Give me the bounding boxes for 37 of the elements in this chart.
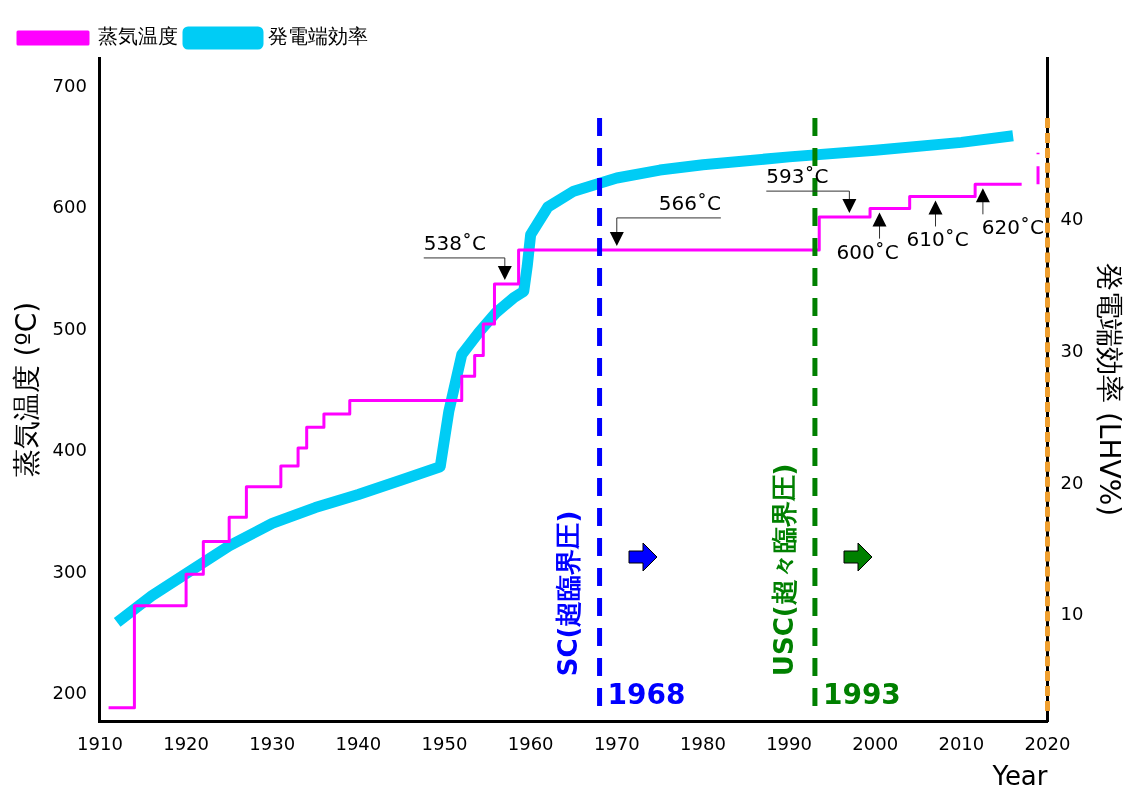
annotation: 593˚C [766, 164, 829, 189]
x-tick-label: 1980 [680, 732, 726, 754]
y2-tick-label: 30 [1060, 339, 1084, 361]
x-tick-label: 1940 [335, 732, 382, 754]
annotation: 620˚C [981, 215, 1044, 240]
y-axis-title: 蒸気温度 (ºC) [10, 301, 44, 478]
annotation: SC(超臨界圧) [553, 510, 584, 677]
annotation: 610˚C [906, 227, 969, 252]
legend-label: 蒸気温度 [98, 24, 178, 49]
annotation: 600˚C [836, 239, 899, 264]
annotation: 538˚C [423, 230, 486, 255]
y-tick-label: 600 [52, 196, 87, 218]
y2-axis-title: 発電端効率 (LHV%) [1092, 263, 1126, 517]
x-tick-label: 2000 [852, 732, 899, 754]
x-tick-label: 1960 [507, 732, 554, 754]
y-tick-label: 200 [52, 682, 87, 704]
x-tick-label: 1970 [593, 732, 640, 754]
x-tick-label: 2010 [938, 732, 985, 754]
x-tick-label: 1920 [163, 732, 209, 754]
y-tick-label: 300 [52, 560, 87, 582]
y-tick-label: 500 [52, 317, 87, 339]
y-tick-label: 700 [52, 74, 87, 96]
x-tick-label: 1950 [421, 732, 468, 754]
y2-tick-label: 40 [1060, 207, 1084, 229]
x-tick-label: 2020 [1024, 732, 1071, 754]
y2-tick-label: 10 [1060, 603, 1084, 625]
annotation: 566˚C [658, 190, 721, 215]
y2-tick-label: 20 [1060, 471, 1084, 493]
x-tick-label: 1910 [77, 732, 123, 754]
ref-line-label: 1968 [607, 678, 686, 712]
legend-label: 発電端効率 [268, 24, 368, 49]
annotation: USC(超々臨界圧) [768, 463, 799, 677]
ref-line-label: 1993 [822, 678, 901, 712]
y-tick-label: 400 [52, 439, 87, 461]
x-tick-label: 1990 [766, 732, 812, 754]
x-axis-title: Year [991, 761, 1048, 792]
x-tick-label: 1930 [249, 732, 296, 754]
